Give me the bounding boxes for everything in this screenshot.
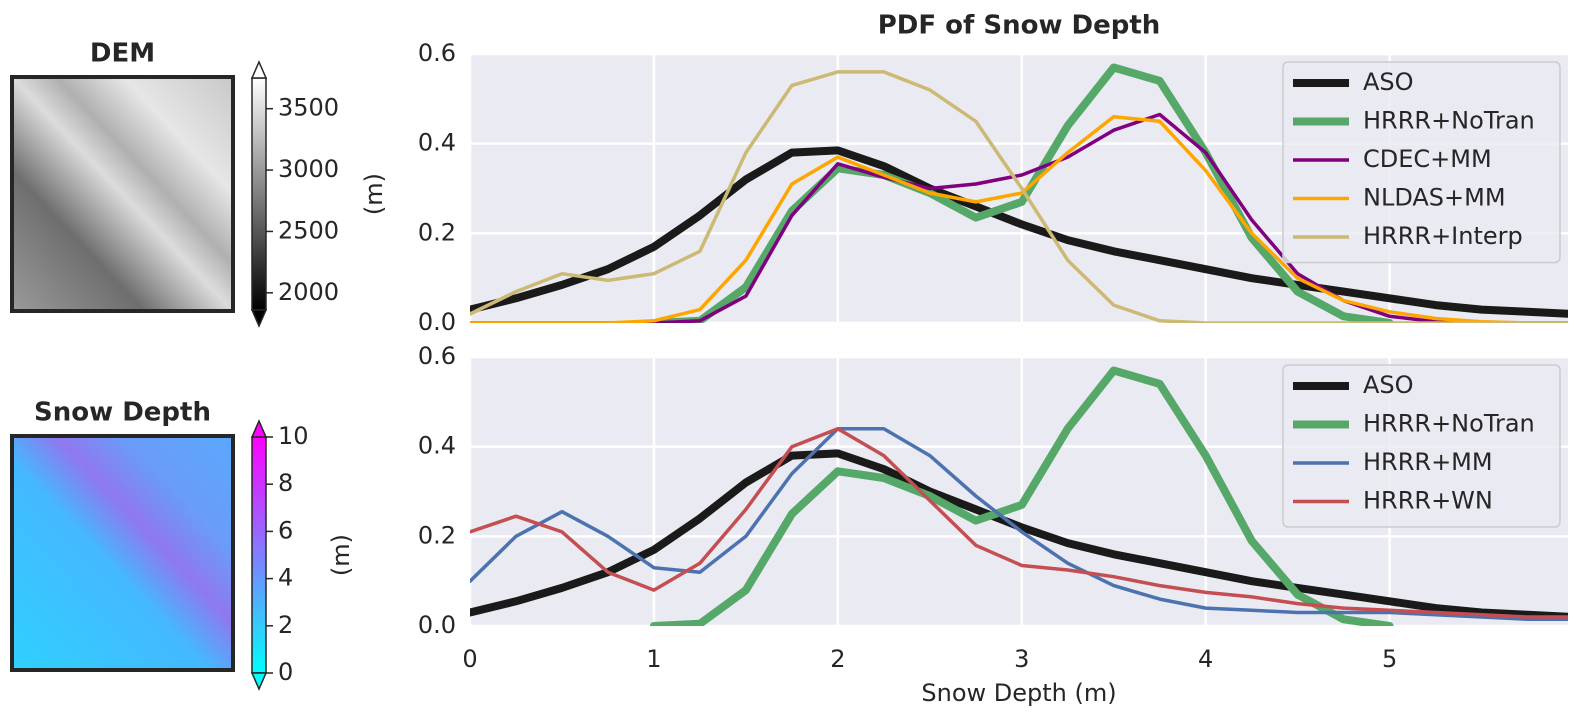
colorbar-label: (m)	[327, 534, 355, 576]
x-tick-label: 3	[1014, 645, 1029, 673]
y-tick-label: 0.2	[418, 218, 456, 246]
colorbar-extend	[252, 62, 266, 78]
colorbar-tick-label: 10	[278, 422, 309, 450]
y-tick-label: 0.0	[418, 611, 456, 639]
colorbar-label: (m)	[360, 173, 388, 215]
x-tick-label: 1	[646, 645, 661, 673]
legend-label: NLDAS+MM	[1363, 184, 1506, 212]
y-tick-label: 0.4	[418, 129, 456, 157]
legend-label: HRRR+MM	[1363, 448, 1493, 476]
colorbar-tick-label: 3000	[278, 155, 339, 183]
legend-label: HRRR+WN	[1363, 487, 1493, 515]
colorbar	[252, 78, 266, 310]
y-tick-label: 0.0	[418, 308, 456, 336]
x-tick-label: 5	[1382, 645, 1397, 673]
colorbar-tick-label: 2	[278, 611, 293, 639]
legend-label: ASO	[1363, 371, 1414, 399]
legend-label: ASO	[1363, 68, 1414, 96]
image-title: Snow Depth	[34, 398, 211, 428]
colorbar-tick-label: 2000	[278, 278, 339, 306]
colorbar-extend	[252, 673, 266, 689]
colorbar-extend	[252, 421, 266, 437]
image	[12, 436, 233, 670]
image-title: DEM	[90, 39, 155, 69]
colorbar-tick-label: 0	[278, 658, 293, 686]
figure: DEM2000250030003500(m)Snow Depth0246810(…	[0, 0, 1584, 717]
colorbar-tick-label: 2500	[278, 216, 339, 244]
legend-label: HRRR+Interp	[1363, 222, 1523, 250]
colorbar-tick-label: 6	[278, 516, 293, 544]
image	[12, 77, 233, 311]
colorbar-tick-label: 8	[278, 469, 293, 497]
legend-label: HRRR+NoTran	[1363, 410, 1535, 438]
colorbar-extend	[252, 310, 266, 326]
colorbar	[252, 437, 266, 673]
y-tick-label: 0.6	[418, 39, 456, 67]
colorbar-tick-label: 4	[278, 564, 293, 592]
y-tick-label: 0.4	[418, 432, 456, 460]
x-tick-label: 0	[462, 645, 477, 673]
y-tick-label: 0.6	[418, 342, 456, 370]
chart-title: PDF of Snow Depth	[878, 11, 1161, 41]
y-tick-label: 0.2	[418, 521, 456, 549]
x-axis-label: Snow Depth (m)	[921, 679, 1116, 707]
colorbar-tick-label: 3500	[278, 94, 339, 122]
legend-label: CDEC+MM	[1363, 145, 1492, 173]
legend-label: HRRR+NoTran	[1363, 107, 1535, 135]
x-tick-label: 4	[1198, 645, 1213, 673]
x-tick-label: 2	[830, 645, 845, 673]
